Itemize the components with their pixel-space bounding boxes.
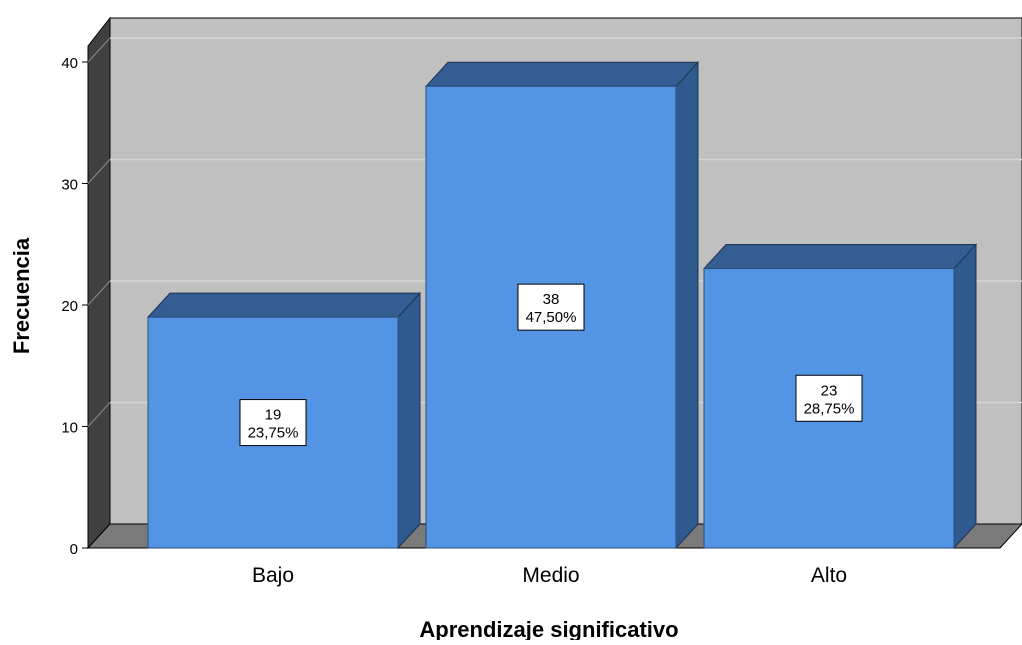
gridline-side [87, 402, 111, 427]
gridline-side [87, 37, 111, 63]
data-label-percent: 47,50% [526, 309, 577, 326]
bar-side [675, 61, 699, 550]
y-axis-ticks: 0 10 20 30 40 [61, 55, 88, 558]
y-tick-label: 10 [61, 420, 78, 437]
bar-top [424, 61, 700, 87]
y-tick-label: 30 [61, 177, 78, 194]
data-label-count: 19 [265, 407, 282, 424]
gridline-side [87, 159, 111, 184]
bar-top [146, 292, 422, 318]
y-tick-label: 40 [61, 55, 78, 72]
bar-top [702, 244, 978, 270]
gridline-side [87, 280, 111, 306]
bar [147, 316, 399, 549]
data-label-box [517, 283, 585, 331]
left-wall [87, 16, 111, 550]
y-tick-label: 20 [61, 298, 78, 315]
y-tick-label: 0 [70, 541, 78, 558]
y-axis-title: Frecuencia [9, 237, 34, 354]
x-tick-label: Alto [811, 564, 847, 587]
x-axis-title: Aprendizaje significativo [419, 617, 678, 640]
data-label-count: 38 [543, 291, 560, 308]
data-label-percent: 23,75% [248, 425, 299, 442]
x-tick-label: Bajo [252, 564, 294, 587]
data-label-box [239, 399, 307, 447]
bar-side [953, 243, 977, 550]
data-label-count: 23 [821, 382, 838, 399]
bar-side [397, 291, 421, 550]
data-label-percent: 28,75% [804, 400, 855, 417]
x-tick-label: Medio [522, 564, 579, 587]
x-axis-ticks: Bajo Medio Alto [252, 564, 847, 587]
data-label-box [795, 374, 863, 422]
